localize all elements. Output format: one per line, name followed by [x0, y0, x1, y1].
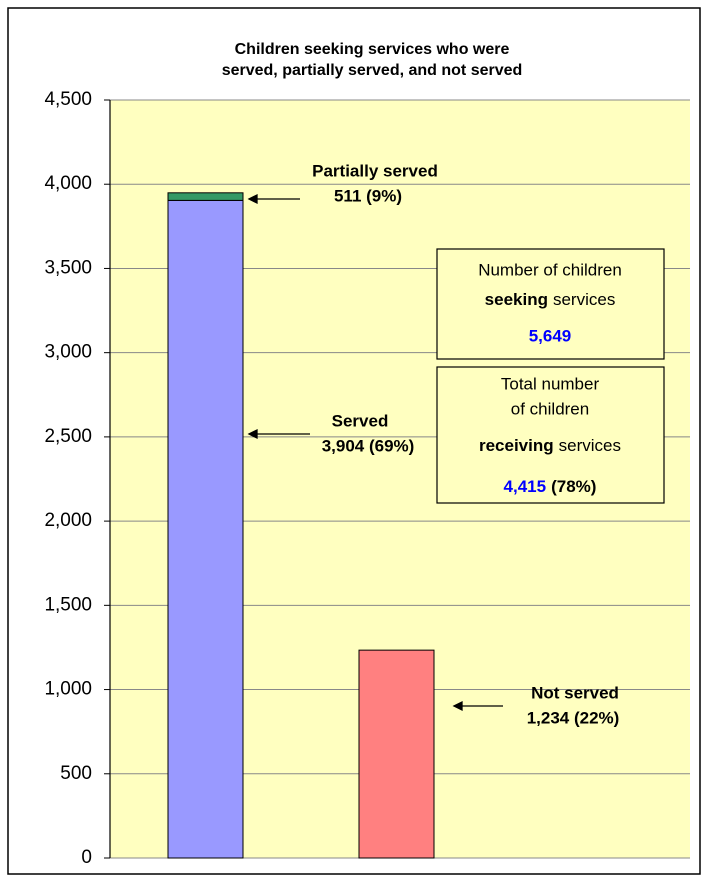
chart-title: Children seeking services who were: [235, 41, 510, 58]
y-tick-label: 4,000: [44, 173, 92, 194]
annotation: 3,904 (69%): [322, 436, 415, 455]
annotation-title: Served: [332, 411, 389, 430]
box-text: (78%): [551, 477, 596, 496]
bar-segment: [167, 199, 244, 859]
bar-segment: [358, 649, 435, 859]
chart-title: served, partially served, and not served: [222, 62, 523, 79]
box-number: 5,649: [529, 326, 572, 345]
arrow-head: [452, 700, 463, 712]
y-tick-label: 4,500: [44, 89, 92, 110]
marks: [167, 192, 435, 859]
y-tick-label: 3,500: [44, 257, 92, 278]
box-number: 4,415: [504, 477, 547, 496]
y-tick-label: 1,000: [44, 679, 92, 700]
annotation-title: Partially served: [312, 161, 438, 180]
box-text: services: [559, 436, 621, 455]
box-text: receiving: [479, 436, 554, 455]
y-tick-label: 3,000: [44, 342, 92, 363]
box-text: of children: [511, 399, 589, 418]
y-tick-label: 2,000: [44, 510, 92, 531]
box-text: services: [553, 290, 615, 309]
box-text: receiving services: [479, 436, 621, 455]
box-text: seeking services: [485, 290, 616, 309]
info-box: [436, 248, 665, 360]
annotation: 1,234 (22%): [527, 708, 620, 727]
annotation: 511 (9%): [334, 186, 402, 205]
y-tick-label: 1,500: [44, 594, 92, 615]
box-text: Number of children: [478, 260, 622, 279]
annotation-title: Not served: [531, 683, 619, 702]
y-tick-label: 0: [81, 847, 92, 868]
arrow-head: [247, 428, 258, 440]
box-text: seeking: [485, 290, 548, 309]
y-tick-label: 2,500: [44, 426, 92, 447]
info-box: [436, 366, 665, 504]
box-text: 4,415 (78%): [504, 477, 597, 496]
bar-segment: [167, 192, 244, 201]
arrows: [247, 193, 503, 712]
box-text: Total number: [501, 374, 600, 393]
y-tick-label: 500: [60, 763, 92, 784]
arrow-head: [247, 193, 258, 205]
